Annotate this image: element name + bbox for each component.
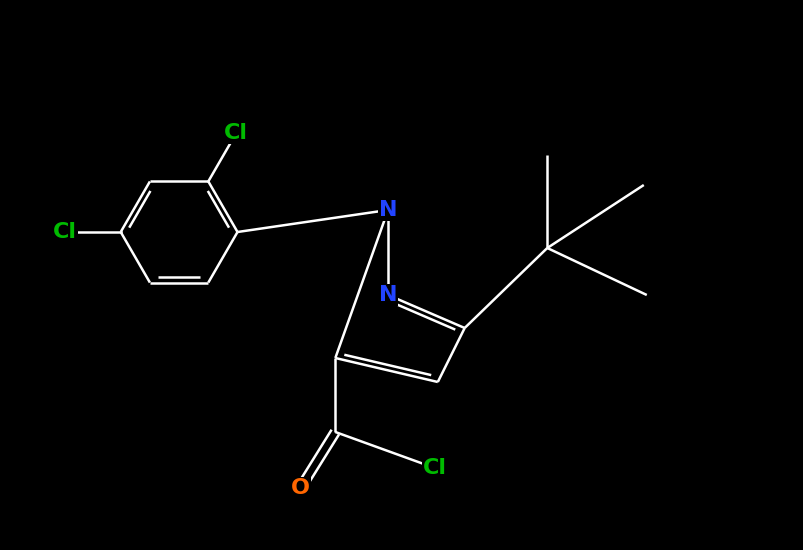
Text: Cl: Cl bbox=[224, 123, 248, 143]
Text: N: N bbox=[378, 285, 397, 305]
Text: Cl: Cl bbox=[422, 458, 446, 478]
Text: Cl: Cl bbox=[53, 222, 76, 242]
Text: O: O bbox=[291, 478, 310, 498]
Text: N: N bbox=[378, 200, 397, 220]
